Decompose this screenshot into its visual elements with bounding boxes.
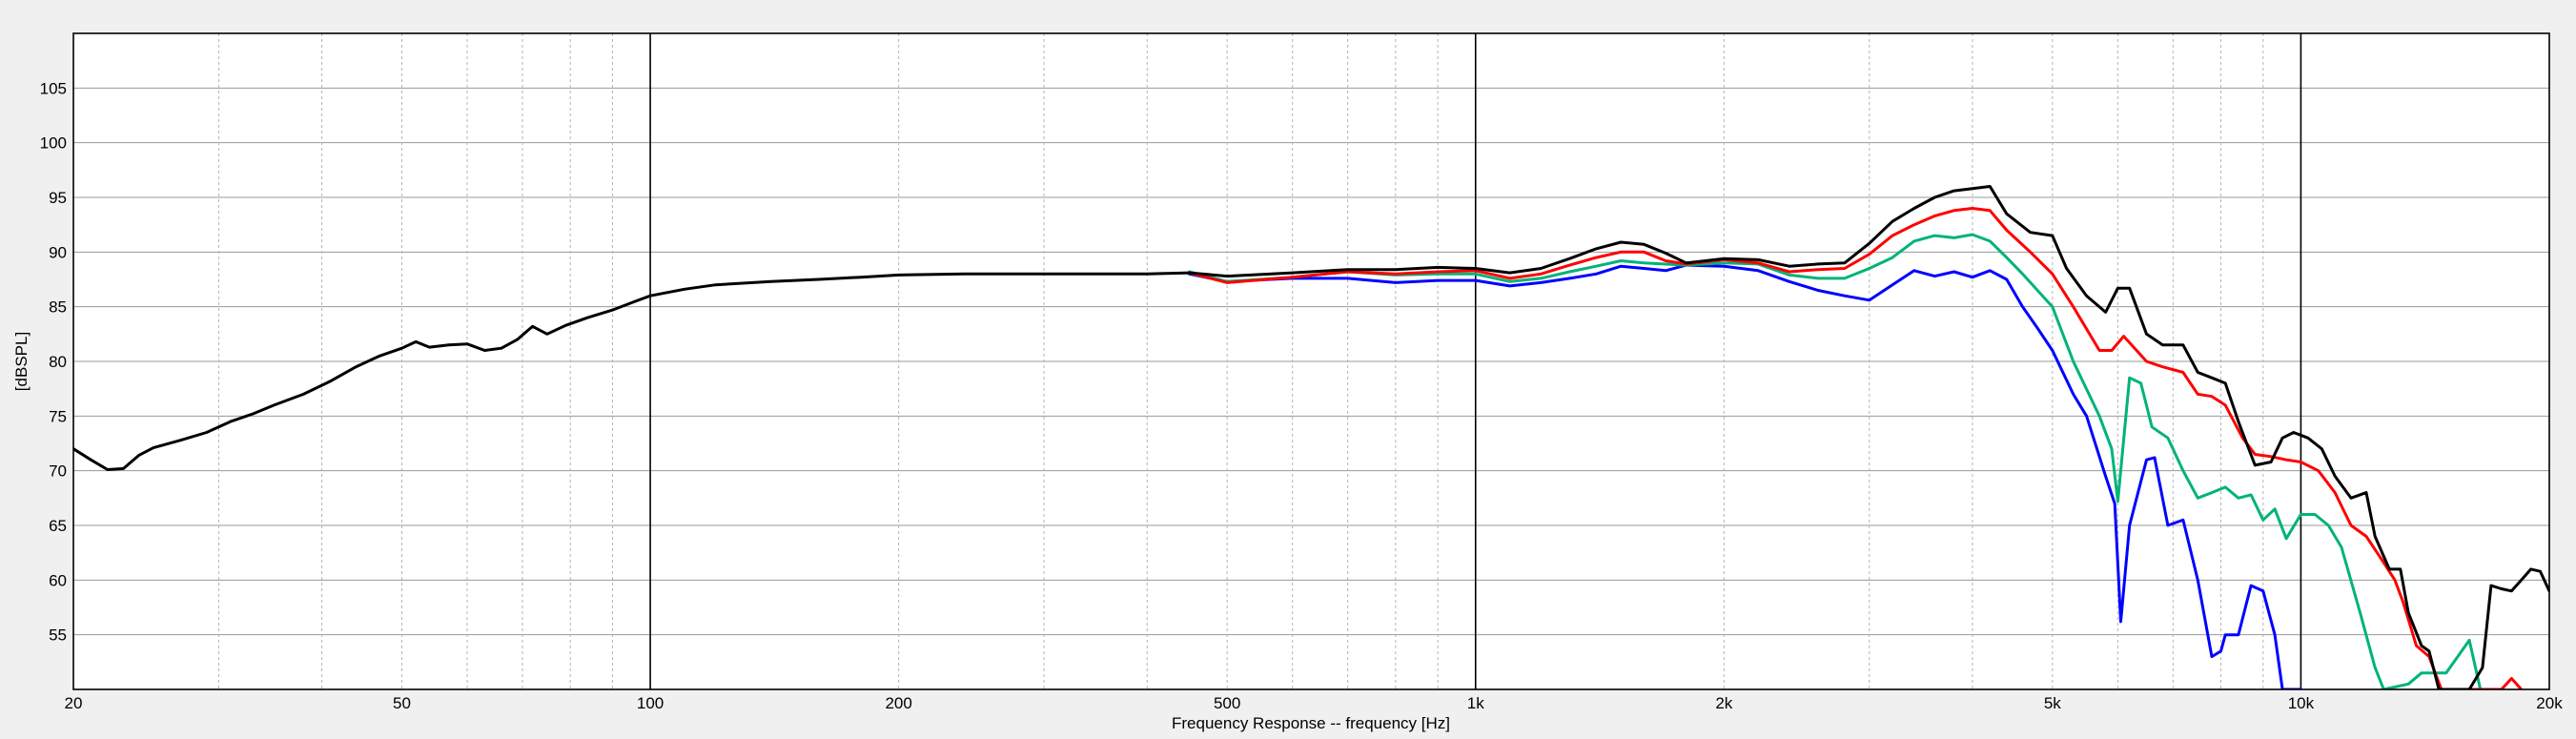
y-tick-label: 80 — [49, 353, 67, 371]
series-line-2 — [1188, 233, 2483, 689]
x-tick-label: 10k — [2288, 694, 2315, 712]
y-tick-labels: 55 60 65 70 75 80 85 90 95 100 105 — [40, 79, 67, 644]
x-tick-label: 200 — [885, 694, 911, 712]
series-line-3 — [1188, 207, 2524, 689]
y-tick-label: 105 — [40, 79, 67, 97]
y-tick-label: 65 — [49, 517, 67, 535]
x-axis-label: Frequency Response -- frequency [Hz] — [1172, 714, 1450, 732]
y-tick-label: 95 — [49, 189, 67, 207]
y-tick-label: 85 — [49, 298, 67, 317]
series-line-4 — [73, 185, 2549, 689]
x-tick-label: 500 — [1214, 694, 1240, 712]
y-tick-label: 75 — [49, 407, 67, 425]
y-tick-label: 60 — [49, 571, 67, 589]
x-tick-label: 50 — [393, 694, 411, 712]
x-tick-label: 5k — [2044, 694, 2061, 712]
series-line-1 — [1188, 263, 2302, 689]
y-tick-label: 55 — [49, 626, 67, 645]
x-tick-label: 1k — [1467, 694, 1484, 712]
y-tick-label: 70 — [49, 462, 67, 481]
y-tick-label: 90 — [49, 243, 67, 261]
series-layer — [73, 185, 2549, 689]
y-tick-label: 100 — [40, 134, 67, 153]
x-tick-label: 20 — [65, 694, 83, 712]
x-tick-labels: 20 50 100 200 500 1k 2k 5k 10k 20k — [65, 694, 2564, 712]
x-tick-label: 100 — [637, 694, 664, 712]
plot-frame — [72, 32, 2550, 690]
x-tick-label: 20k — [2536, 694, 2563, 712]
x-tick-label: 2k — [1715, 694, 1732, 712]
grid — [73, 33, 2549, 689]
y-axis-label: [dBSPL] — [12, 332, 31, 391]
